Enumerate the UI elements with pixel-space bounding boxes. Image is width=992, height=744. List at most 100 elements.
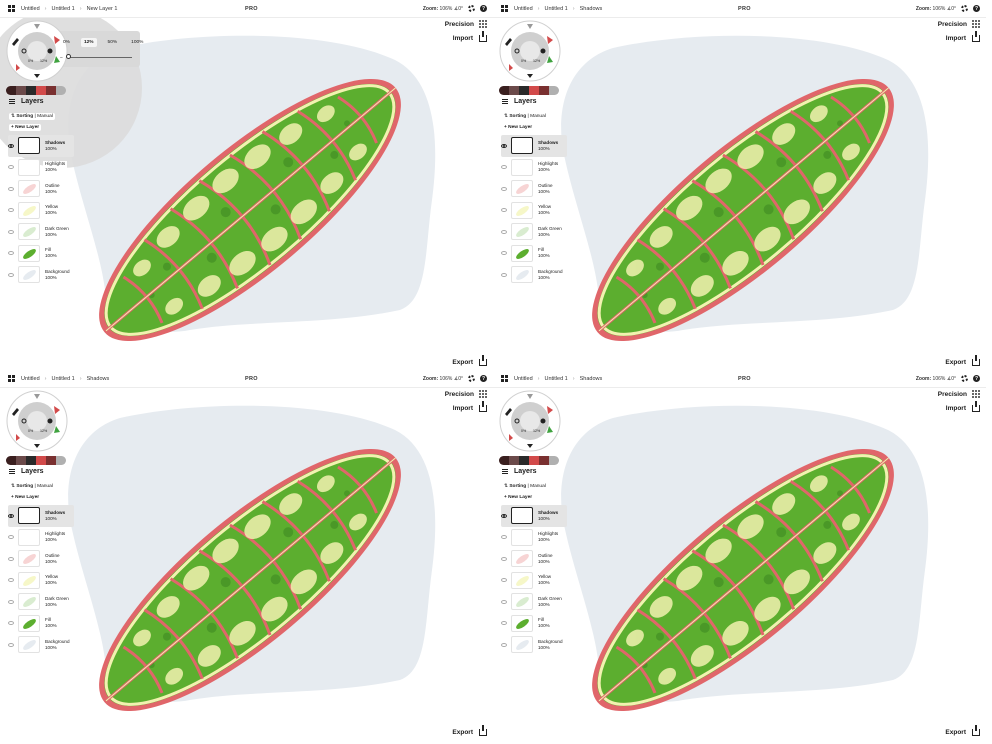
eye-icon[interactable]: [501, 621, 507, 626]
color-swatch[interactable]: [36, 86, 46, 95]
color-swatch[interactable]: [529, 456, 539, 465]
color-swatch[interactable]: [539, 456, 549, 465]
layer-thumbnail[interactable]: [18, 244, 40, 262]
layer-thumbnail[interactable]: [18, 223, 40, 241]
export-button[interactable]: Export: [945, 725, 980, 736]
color-swatch[interactable]: [46, 456, 56, 465]
layer-row[interactable]: Fill 100%: [8, 613, 74, 635]
settings-gear-icon[interactable]: [961, 375, 968, 382]
breadcrumb-item[interactable]: Untitled 1: [544, 5, 568, 12]
color-swatch[interactable]: [26, 86, 36, 95]
grid-menu-icon[interactable]: [8, 5, 15, 12]
breadcrumb-item[interactable]: Untitled 1: [51, 375, 75, 382]
settings-gear-icon[interactable]: [468, 5, 475, 12]
eye-icon[interactable]: [8, 513, 14, 518]
color-swatch[interactable]: [499, 86, 509, 95]
color-swatch[interactable]: [36, 456, 46, 465]
layer-row[interactable]: Highlights 100%: [501, 157, 567, 179]
zoom-value[interactable]: 106%: [932, 5, 946, 12]
color-swatch[interactable]: [46, 86, 56, 95]
color-swatch[interactable]: [16, 456, 26, 465]
grid-menu-icon[interactable]: [501, 375, 508, 382]
layer-row[interactable]: Outline 100%: [8, 178, 74, 200]
breadcrumb-item[interactable]: Shadows: [579, 375, 603, 382]
layer-thumbnail[interactable]: [511, 201, 533, 219]
layer-thumbnail[interactable]: [18, 266, 40, 284]
layer-row[interactable]: Outline 100%: [501, 178, 567, 200]
breadcrumb-item[interactable]: Untitled: [21, 375, 40, 382]
grid-menu-icon[interactable]: [501, 5, 508, 12]
opacity-option[interactable]: 0%: [63, 40, 70, 45]
layer-row[interactable]: Background 100%: [8, 634, 74, 656]
precision-toggle[interactable]: Precision: [445, 20, 487, 28]
opacity-option[interactable]: 100%: [131, 40, 144, 45]
eye-icon[interactable]: [8, 143, 14, 148]
new-layer-button[interactable]: + New Layer: [9, 124, 42, 131]
eye-icon[interactable]: [501, 165, 507, 170]
new-layer-button[interactable]: + New Layer: [9, 494, 42, 501]
export-button[interactable]: Export: [452, 725, 487, 736]
breadcrumb-item[interactable]: Untitled: [514, 5, 533, 12]
minus-icon[interactable]: −: [60, 55, 63, 61]
color-swatch[interactable]: [16, 86, 26, 95]
eye-icon[interactable]: [501, 186, 507, 191]
layer-thumbnail[interactable]: [511, 528, 533, 546]
layer-thumbnail[interactable]: [18, 550, 40, 568]
eye-icon[interactable]: [8, 556, 14, 561]
new-layer-button[interactable]: + New Layer: [502, 124, 535, 131]
precision-toggle[interactable]: Precision: [445, 390, 487, 398]
eye-icon[interactable]: [501, 642, 507, 647]
breadcrumb-item[interactable]: Untitled 1: [544, 375, 568, 382]
tool-wheel[interactable]: 0% 12%: [6, 20, 68, 82]
color-swatch[interactable]: [539, 86, 549, 95]
layers-header[interactable]: Layers: [9, 98, 44, 105]
color-swatches[interactable]: [6, 456, 66, 465]
layer-row[interactable]: Yellow 100%: [8, 570, 74, 592]
opacity-slider[interactable]: −: [60, 54, 132, 61]
opacity-option[interactable]: 12%: [80, 38, 97, 47]
layer-thumbnail[interactable]: [511, 158, 533, 176]
layer-thumbnail[interactable]: [511, 137, 533, 155]
color-swatch[interactable]: [509, 86, 519, 95]
export-button[interactable]: Export: [945, 355, 980, 366]
zoom-value[interactable]: 106%: [932, 375, 946, 382]
layer-row[interactable]: Shadows 100%: [501, 505, 567, 527]
import-button[interactable]: Import: [453, 31, 487, 42]
breadcrumb-item[interactable]: New Layer 1: [86, 5, 118, 12]
help-icon[interactable]: ?: [480, 375, 487, 382]
layer-thumbnail[interactable]: [18, 614, 40, 632]
menu-icon[interactable]: [9, 99, 15, 104]
canvas[interactable]: [0, 0, 493, 369]
color-swatch[interactable]: [6, 456, 16, 465]
color-swatch[interactable]: [56, 86, 66, 95]
precision-toggle[interactable]: Precision: [938, 20, 980, 28]
eye-icon[interactable]: [501, 556, 507, 561]
layer-thumbnail[interactable]: [511, 244, 533, 262]
layer-thumbnail[interactable]: [511, 614, 533, 632]
layers-header[interactable]: Layers: [502, 98, 537, 105]
eye-icon[interactable]: [8, 272, 14, 277]
breadcrumb-item[interactable]: Untitled: [514, 375, 533, 382]
breadcrumb-item[interactable]: Shadows: [86, 375, 110, 382]
layer-row[interactable]: Dark Green 100%: [501, 591, 567, 613]
layer-row[interactable]: Shadows 100%: [501, 135, 567, 157]
layer-thumbnail[interactable]: [18, 158, 40, 176]
help-icon[interactable]: ?: [480, 5, 487, 12]
color-swatch[interactable]: [509, 456, 519, 465]
eye-icon[interactable]: [501, 208, 507, 213]
layers-header[interactable]: Layers: [502, 468, 537, 475]
slider-knob[interactable]: [66, 54, 71, 59]
sorting-control[interactable]: ⇅ Sorting | Manual: [9, 113, 55, 120]
layer-thumbnail[interactable]: [18, 137, 40, 155]
layer-row[interactable]: Background 100%: [501, 634, 567, 656]
layer-row[interactable]: Highlights 100%: [501, 527, 567, 549]
rotation-value[interactable]: ∡0°: [453, 375, 463, 382]
layer-row[interactable]: Fill 100%: [501, 243, 567, 265]
layer-thumbnail[interactable]: [511, 593, 533, 611]
layer-row[interactable]: Highlights 100%: [8, 527, 74, 549]
sorting-control[interactable]: ⇅ Sorting | Manual: [9, 483, 55, 490]
canvas[interactable]: [493, 0, 986, 369]
canvas[interactable]: [0, 370, 493, 739]
eye-icon[interactable]: [8, 208, 14, 213]
color-swatch[interactable]: [6, 86, 16, 95]
